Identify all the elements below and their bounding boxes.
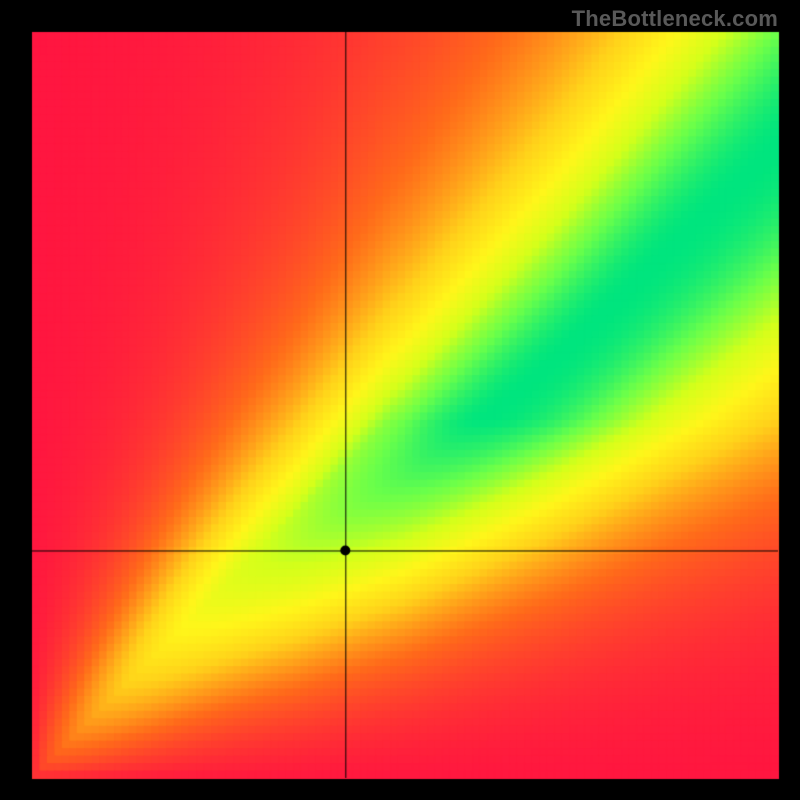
chart-container: TheBottleneck.com bbox=[0, 0, 800, 800]
watermark-text: TheBottleneck.com bbox=[572, 6, 778, 32]
bottleneck-heatmap bbox=[0, 0, 800, 800]
